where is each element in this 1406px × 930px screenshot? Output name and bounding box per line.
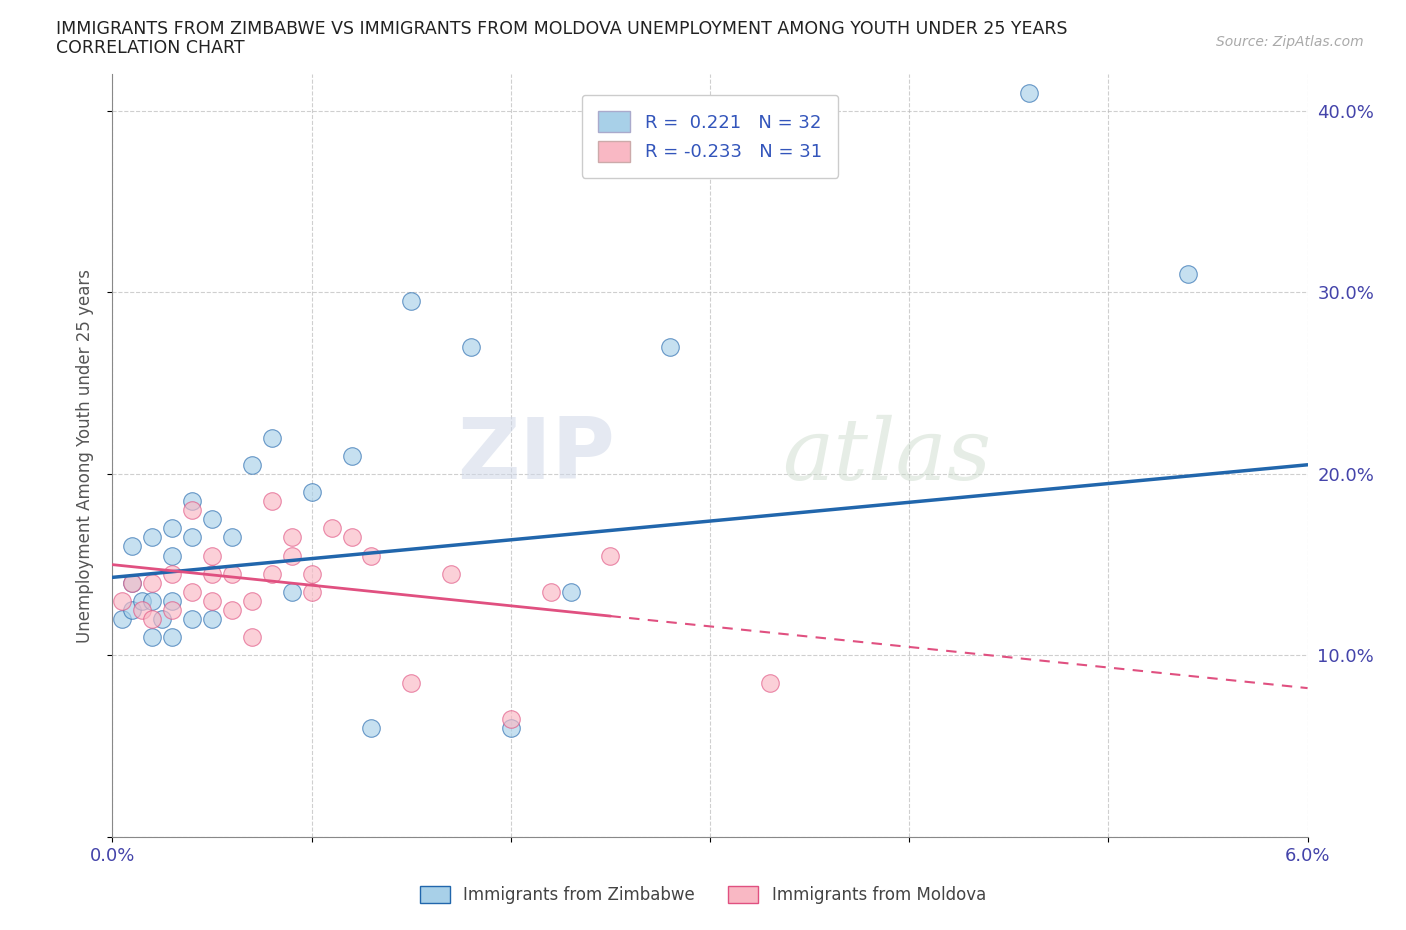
Point — [659, 339, 682, 354]
Point — [360, 548, 382, 563]
Point — [360, 721, 382, 736]
Point — [201, 548, 224, 563]
Point — [340, 530, 363, 545]
Point — [162, 566, 183, 581]
Point — [281, 584, 304, 599]
Point — [560, 584, 582, 599]
Text: CORRELATION CHART: CORRELATION CHART — [56, 39, 245, 57]
Point — [599, 548, 621, 563]
Point — [141, 612, 163, 627]
Point — [201, 612, 224, 627]
Point — [162, 593, 183, 608]
Point — [111, 593, 134, 608]
Text: IMMIGRANTS FROM ZIMBABWE VS IMMIGRANTS FROM MOLDOVA UNEMPLOYMENT AMONG YOUTH UND: IMMIGRANTS FROM ZIMBABWE VS IMMIGRANTS F… — [56, 20, 1067, 38]
Point — [221, 566, 243, 581]
Point — [162, 603, 183, 618]
Point — [260, 494, 283, 509]
Point — [1177, 267, 1199, 282]
Point — [201, 593, 224, 608]
Point — [301, 584, 323, 599]
Point — [141, 630, 163, 644]
Point — [181, 503, 204, 518]
Point — [240, 458, 263, 472]
Point — [260, 430, 283, 445]
Point — [201, 566, 224, 581]
Point — [150, 612, 173, 627]
Point — [121, 539, 143, 554]
Point — [221, 530, 243, 545]
Point — [131, 593, 153, 608]
Point — [141, 576, 163, 591]
Point — [340, 448, 363, 463]
Point — [240, 593, 263, 608]
Point — [440, 566, 463, 581]
Point — [162, 548, 183, 563]
Text: ZIP: ZIP — [457, 414, 614, 498]
Point — [141, 530, 163, 545]
Point — [141, 593, 163, 608]
Point — [301, 566, 323, 581]
Point — [131, 603, 153, 618]
Point — [540, 584, 562, 599]
Point — [240, 630, 263, 644]
Point — [221, 603, 243, 618]
Point — [499, 721, 522, 736]
Point — [460, 339, 482, 354]
Point — [201, 512, 224, 526]
Legend: Immigrants from Zimbabwe, Immigrants from Moldova: Immigrants from Zimbabwe, Immigrants fro… — [412, 878, 994, 912]
Legend: R =  0.221   N = 32, R = -0.233   N = 31: R = 0.221 N = 32, R = -0.233 N = 31 — [582, 95, 838, 179]
Point — [181, 584, 204, 599]
Point — [121, 576, 143, 591]
Point — [759, 675, 782, 690]
Point — [121, 576, 143, 591]
Point — [321, 521, 343, 536]
Point — [181, 494, 204, 509]
Text: Source: ZipAtlas.com: Source: ZipAtlas.com — [1216, 35, 1364, 49]
Point — [121, 603, 143, 618]
Point — [281, 530, 304, 545]
Point — [181, 612, 204, 627]
Text: atlas: atlas — [782, 415, 991, 497]
Point — [499, 711, 522, 726]
Point — [401, 675, 423, 690]
Point — [111, 612, 134, 627]
Point — [181, 530, 204, 545]
Point — [1018, 86, 1040, 100]
Y-axis label: Unemployment Among Youth under 25 years: Unemployment Among Youth under 25 years — [76, 269, 94, 643]
Point — [281, 548, 304, 563]
Point — [162, 630, 183, 644]
Point — [162, 521, 183, 536]
Point — [301, 485, 323, 499]
Point — [401, 294, 423, 309]
Point — [260, 566, 283, 581]
